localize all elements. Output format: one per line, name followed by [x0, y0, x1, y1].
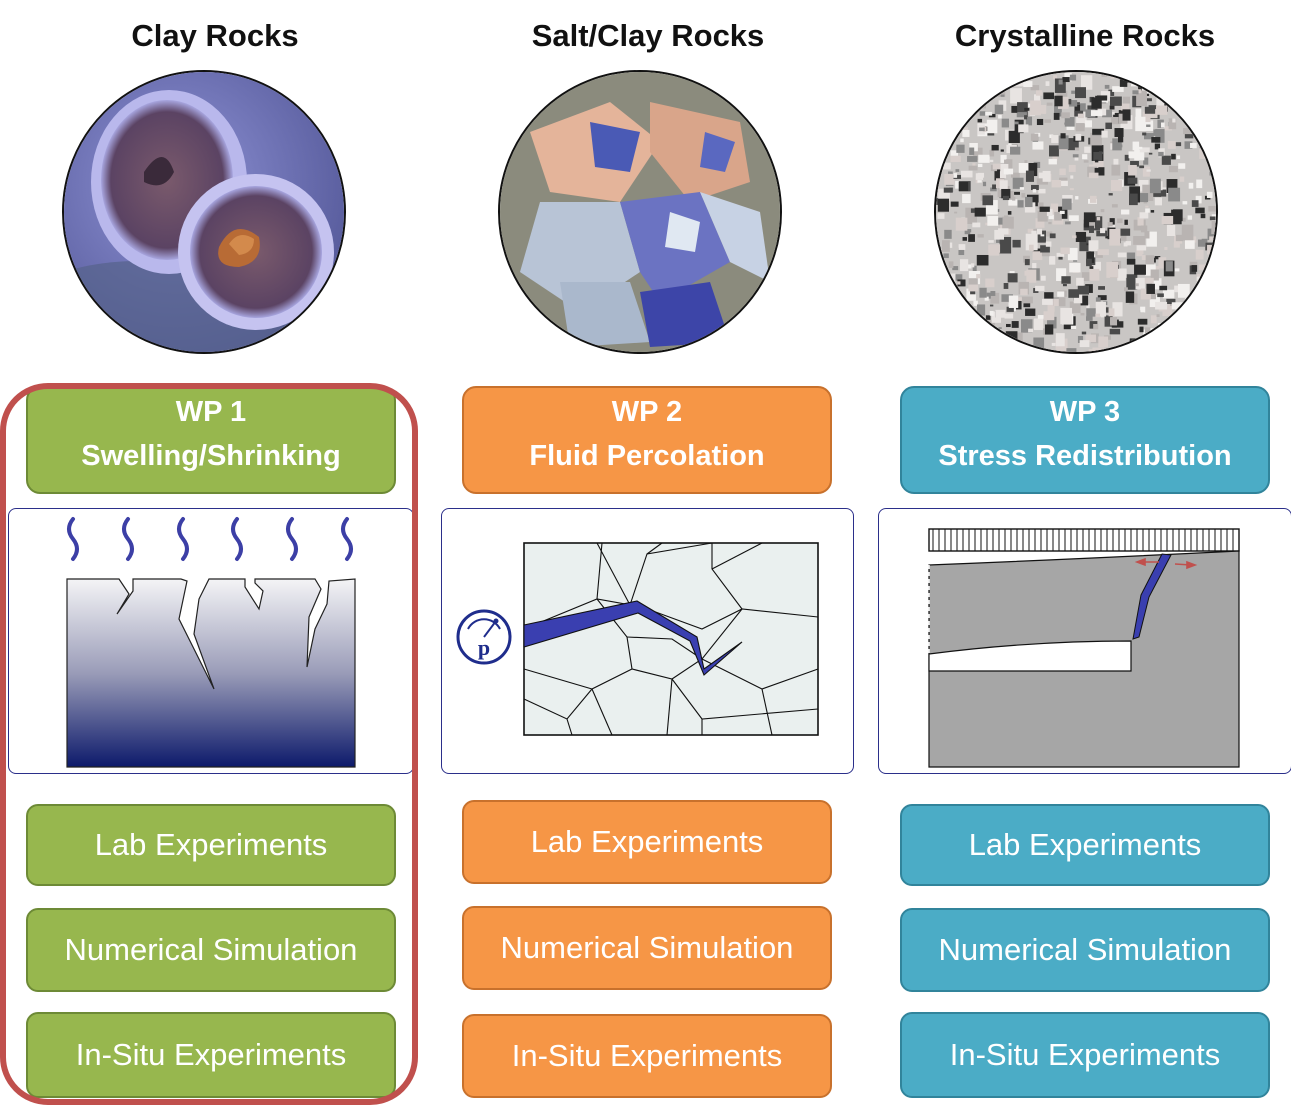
- wp2-in-situ-experiments-button[interactable]: In-Situ Experiments: [462, 1014, 832, 1098]
- salt-clay-rock-photo: [498, 70, 782, 354]
- pressure-gauge-icon: p: [456, 609, 512, 665]
- wp1-topic: Swelling/Shrinking: [81, 440, 341, 472]
- wp3-header[interactable]: WP 3 Stress Redistribution: [900, 386, 1270, 494]
- wp1-number: WP 1: [175, 396, 247, 428]
- vapor-icons: [67, 517, 353, 561]
- wp3-numerical-simulation-button[interactable]: Numerical Simulation: [900, 908, 1270, 992]
- wp2-number: WP 2: [611, 396, 683, 428]
- gauge-symbol: p: [478, 635, 490, 660]
- wp2-lab-experiments-button[interactable]: Lab Experiments: [462, 800, 832, 884]
- column-title-crystalline: Crystalline Rocks: [954, 18, 1216, 53]
- wp2-numerical-simulation-button[interactable]: Numerical Simulation: [462, 906, 832, 990]
- clay-rock-photo: [62, 70, 346, 354]
- percolation-diagram: p: [441, 508, 854, 774]
- column-title-clay: Clay Rocks: [131, 18, 299, 53]
- wp3-lab-experiments-button[interactable]: Lab Experiments: [900, 804, 1270, 886]
- wp1-header[interactable]: WP 1 Swelling/Shrinking: [26, 386, 396, 494]
- stress-diagram: [878, 508, 1291, 774]
- swelling-diagram: [8, 508, 414, 774]
- wp1-lab-experiments-button[interactable]: Lab Experiments: [26, 804, 396, 886]
- wp1-numerical-simulation-button[interactable]: Numerical Simulation: [26, 908, 396, 992]
- wp2-header[interactable]: WP 2 Fluid Percolation: [462, 386, 832, 494]
- column-title-salt-clay: Salt/Clay Rocks: [531, 18, 765, 53]
- wp3-number: WP 3: [1049, 396, 1121, 428]
- wp1-in-situ-experiments-button[interactable]: In-Situ Experiments: [26, 1012, 396, 1098]
- wp2-topic: Fluid Percolation: [529, 440, 765, 472]
- wp3-topic: Stress Redistribution: [938, 440, 1232, 472]
- wp3-in-situ-experiments-button[interactable]: In-Situ Experiments: [900, 1012, 1270, 1098]
- crystalline-rock-photo: [934, 70, 1218, 354]
